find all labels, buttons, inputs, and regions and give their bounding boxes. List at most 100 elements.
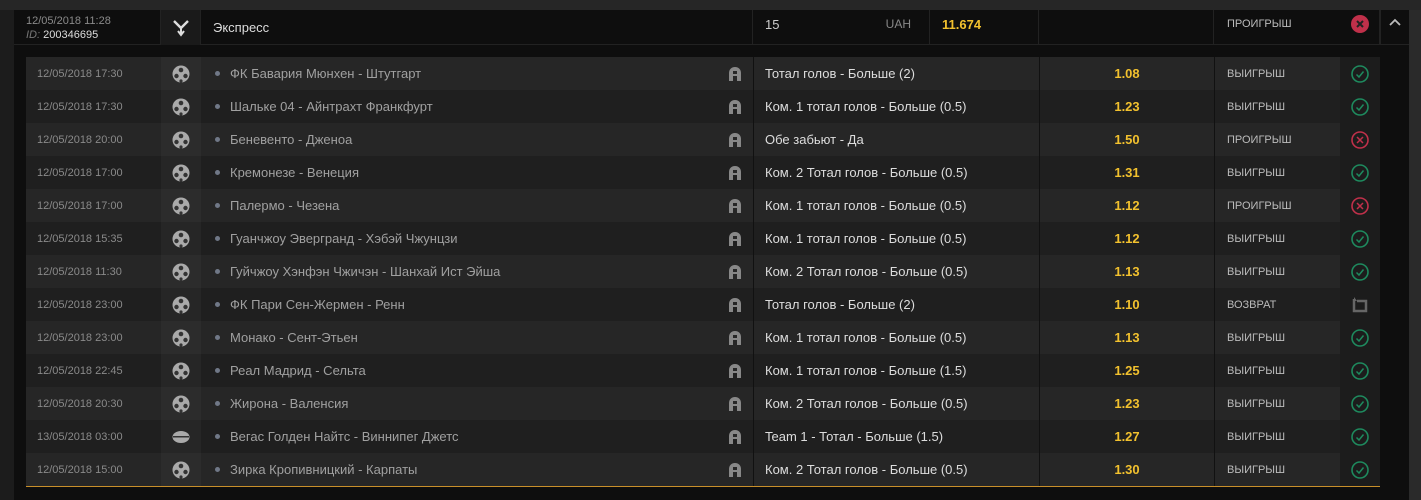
stake-amount: 15	[765, 17, 780, 32]
event-odds: 1.31	[1039, 156, 1214, 189]
event-bet: Team 1 - Тотал - Больше (1.5)	[753, 420, 1039, 453]
person-icon	[729, 331, 741, 348]
win-icon	[1340, 57, 1380, 90]
event-bet: Ком. 2 Тотал голов - Больше (0.5)	[753, 156, 1039, 189]
id-label: ID:	[26, 28, 41, 41]
event-row[interactable]: 12/05/2018 11:30 Гуйчжоу Хэнфэн Чжичэн -…	[26, 255, 1380, 288]
event-date: 12/05/2018 17:00	[37, 166, 123, 179]
event-match-cell: Монако - Сент-Этьен	[201, 321, 753, 354]
event-row[interactable]: 12/05/2018 17:30 ФК Бавария Мюнхен - Шту…	[26, 57, 1380, 90]
win-icon	[1340, 387, 1380, 420]
event-date: 12/05/2018 20:30	[37, 397, 123, 410]
event-match: Палермо - Чезена	[230, 198, 340, 213]
soccer-icon	[161, 288, 201, 321]
event-odds: 1.12	[1039, 222, 1214, 255]
event-match: Беневенто - Дженоа	[230, 132, 353, 147]
event-date: 12/05/2018 17:00	[37, 199, 123, 212]
win-icon	[1340, 255, 1380, 288]
event-odds: 1.13	[1039, 321, 1214, 354]
lose-icon	[1340, 123, 1380, 156]
bullet-icon	[215, 434, 220, 439]
event-row[interactable]: 12/05/2018 17:00 Палермо - Чезена Ком. 1…	[26, 189, 1380, 222]
event-match: Жирона - Валенсия	[230, 396, 349, 411]
event-row[interactable]: 12/05/2018 17:00 Кремонезе - Венеция Ком…	[26, 156, 1380, 189]
event-status: ВЫИГРЫШ	[1214, 354, 1340, 387]
event-odds: 1.10	[1039, 288, 1214, 321]
scrollbar[interactable]	[1409, 10, 1421, 500]
event-row[interactable]: 12/05/2018 22:45 Реал Мадрид - Сельта Ко…	[26, 354, 1380, 387]
person-icon	[729, 166, 741, 183]
bullet-icon	[215, 104, 220, 109]
event-status: ВЫИГРЫШ	[1214, 156, 1340, 189]
event-date: 12/05/2018 15:35	[37, 232, 123, 245]
event-row[interactable]: 12/05/2018 17:30 Шальке 04 - Айнтрахт Фр…	[26, 90, 1380, 123]
event-row[interactable]: 12/05/2018 23:00 Монако - Сент-Этьен Ком…	[26, 321, 1380, 354]
bullet-icon	[215, 302, 220, 307]
soccer-icon	[161, 156, 201, 189]
soccer-icon	[161, 57, 201, 90]
event-status: ПРОИГРЫШ	[1214, 189, 1340, 222]
event-row[interactable]: 12/05/2018 20:30 Жирона - Валенсия Ком. …	[26, 387, 1380, 420]
bullet-icon	[215, 335, 220, 340]
bullet-icon	[215, 170, 220, 175]
bullet-icon	[215, 401, 220, 406]
person-icon	[729, 463, 741, 480]
event-row[interactable]: 12/05/2018 23:00 ФК Пари Сен-Жермен - Ре…	[26, 288, 1380, 321]
bet-panel: 12/05/2018 11:28 ID: 200346695 Экспресс …	[14, 10, 1409, 500]
event-row[interactable]: 13/05/2018 03:00 Вегас Голден Найтс - Ви…	[26, 420, 1380, 453]
event-bet: Ком. 2 Тотал голов - Больше (0.5)	[753, 453, 1039, 486]
person-icon	[729, 100, 741, 117]
event-match-cell: ФК Бавария Мюнхен - Штутгарт	[201, 57, 753, 90]
soccer-icon	[161, 453, 201, 486]
soccer-icon	[161, 255, 201, 288]
event-match-cell: Шальке 04 - Айнтрахт Франкфурт	[201, 90, 753, 123]
event-bet: Ком. 1 тотал голов - Больше (0.5)	[753, 321, 1039, 354]
bet-header-row[interactable]: 12/05/2018 11:28 ID: 200346695 Экспресс …	[14, 10, 1409, 45]
bullet-icon	[215, 467, 220, 472]
stake-currency: UAH	[885, 17, 911, 31]
soccer-icon	[161, 189, 201, 222]
event-match-cell: Палермо - Чезена	[201, 189, 753, 222]
collapse-chevron-up-icon[interactable]	[1380, 10, 1409, 45]
event-bet: Обе забьют - Да	[753, 123, 1039, 156]
event-date: 13/05/2018 03:00	[37, 430, 123, 443]
soccer-icon	[161, 387, 201, 420]
event-row[interactable]: 12/05/2018 15:00 Зирка Кропивницкий - Ка…	[26, 453, 1380, 486]
win-icon	[1340, 354, 1380, 387]
event-bet: Ком. 1 тотал голов - Больше (0.5)	[753, 222, 1039, 255]
event-match: Реал Мадрид - Сельта	[230, 363, 366, 378]
event-odds: 1.50	[1039, 123, 1214, 156]
event-match-cell: Кремонезе - Венеция	[201, 156, 753, 189]
bullet-icon	[215, 269, 220, 274]
win-icon	[1340, 222, 1380, 255]
event-date: 12/05/2018 20:00	[37, 133, 123, 146]
win-icon	[1340, 453, 1380, 486]
accent-divider	[26, 486, 1380, 487]
event-match-cell: Гуйчжоу Хэнфэн Чжичэн - Шанхай Ист Эйша	[201, 255, 753, 288]
event-status: ВЫИГРЫШ	[1214, 255, 1340, 288]
event-odds: 1.25	[1039, 354, 1214, 387]
event-match-cell: Жирона - Валенсия	[201, 387, 753, 420]
person-icon	[729, 397, 741, 414]
event-match: Гуйчжоу Хэнфэн Чжичэн - Шанхай Ист Эйша	[230, 264, 501, 279]
event-bet: Ком. 1 тотал голов - Больше (0.5)	[753, 189, 1039, 222]
event-row[interactable]: 12/05/2018 20:00 Беневенто - Дженоа Обе …	[26, 123, 1380, 156]
event-row[interactable]: 12/05/2018 15:35 Гуанчжоу Эвергранд - Хэ…	[26, 222, 1380, 255]
event-match-cell: Зирка Кропивницкий - Карпаты	[201, 453, 753, 486]
event-match: Кремонезе - Венеция	[230, 165, 359, 180]
soccer-icon	[161, 354, 201, 387]
event-status: ВЫИГРЫШ	[1214, 57, 1340, 90]
event-odds: 1.12	[1039, 189, 1214, 222]
event-match: Монако - Сент-Этьен	[230, 330, 358, 345]
event-odds: 1.30	[1039, 453, 1214, 486]
event-status: ВЫИГРЫШ	[1214, 90, 1340, 123]
event-match-cell: Беневенто - Дженоа	[201, 123, 753, 156]
event-date: 12/05/2018 17:30	[37, 100, 123, 113]
event-match: Вегас Голден Найтс - Виннипег Джетс	[230, 429, 459, 444]
person-icon	[729, 67, 741, 84]
event-match: Шальке 04 - Айнтрахт Франкфурт	[230, 99, 433, 114]
event-match: ФК Пари Сен-Жермен - Ренн	[230, 297, 405, 312]
express-icon	[161, 10, 201, 45]
bullet-icon	[215, 137, 220, 142]
event-bet: Тотал голов - Больше (2)	[753, 57, 1039, 90]
